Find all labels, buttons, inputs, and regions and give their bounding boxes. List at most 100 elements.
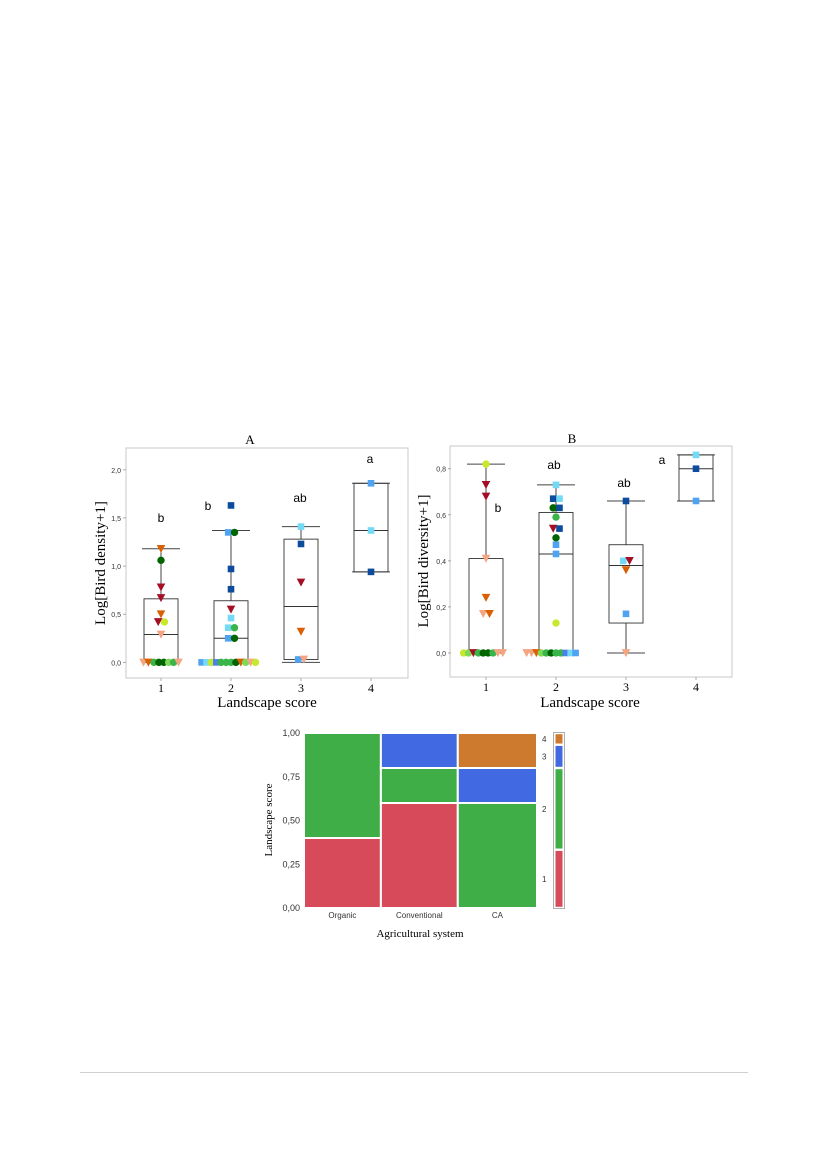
legend-segment-2: [555, 769, 563, 849]
data-point: [156, 610, 166, 619]
y-tick-label: 0,0: [436, 651, 446, 658]
x-tick-label: 3: [298, 681, 304, 695]
group-letter: b: [158, 511, 165, 525]
x-tick-label: 3: [623, 680, 629, 694]
y-tick-label: 0,25: [282, 859, 300, 869]
data-point: [692, 465, 700, 473]
legend-segment-4: [555, 734, 563, 744]
x-axis-ticks: Organic Conventional CA: [328, 911, 503, 920]
data-point: [174, 658, 183, 667]
y-tick-label: 0,50: [282, 816, 300, 826]
box-iqr: [538, 512, 574, 654]
box-iqr: [468, 558, 504, 654]
legend-label: 1: [542, 875, 547, 884]
data-point: [203, 659, 210, 666]
box-1: [142, 548, 180, 663]
legend-label: 4: [542, 735, 547, 744]
data-point: [157, 556, 165, 565]
y-tick-label: 0,6: [436, 513, 446, 520]
y-tick-label: 0,2: [436, 605, 446, 612]
box-iqr: [608, 544, 644, 624]
footer-divider: [80, 1072, 748, 1073]
x-axis-ticks: 1 2 3 4: [158, 678, 374, 695]
data-point: [227, 585, 235, 593]
y-axis-ticks: 0,0 0,2 0,4 0,6 0,8: [436, 467, 451, 658]
group-letter: b: [205, 499, 212, 513]
mosaic-cell-score-4: [456, 732, 538, 769]
data-point: [478, 610, 488, 619]
group-letter: a: [659, 453, 666, 467]
data-point: [498, 649, 508, 658]
mosaic-cell-score-1: [303, 837, 382, 909]
plot-frame: [449, 445, 733, 678]
data-point: [156, 630, 166, 639]
data-point: [230, 624, 239, 632]
box-iqr: [678, 454, 714, 502]
data-point: [556, 495, 563, 502]
group-letter: b: [495, 501, 502, 515]
data-point: [481, 554, 491, 563]
y-tick-label: 1,0: [111, 564, 121, 571]
group-letter: ab: [617, 476, 631, 490]
box-iqr: [143, 598, 179, 663]
y-tick-label: 0,5: [111, 612, 121, 619]
data-point: [621, 649, 631, 658]
chart-title: B: [568, 431, 577, 446]
data-point: [296, 627, 306, 636]
mosaic-cell-score-2: [303, 732, 382, 839]
data-point: [156, 594, 166, 603]
data-point: [621, 566, 631, 575]
data-point: [549, 495, 557, 502]
data-point: [619, 557, 627, 565]
legend-segment-1: [555, 850, 563, 907]
data-point: [625, 557, 634, 566]
y-tick-label: 0,75: [282, 772, 300, 782]
x-axis-ticks: 1 2 3 4: [483, 677, 699, 694]
data-point: [226, 605, 236, 614]
y-axis-label: Landscape score: [263, 783, 275, 856]
data-point: [153, 618, 163, 627]
data-point: [549, 504, 557, 512]
mosaic-cell-score-3: [379, 732, 459, 769]
box-iqr: [283, 538, 319, 660]
data-point: [224, 624, 232, 632]
data-point: [481, 593, 491, 602]
data-point: [294, 656, 302, 663]
data-point: [552, 619, 560, 627]
y-tick-label: 0,4: [436, 559, 446, 566]
x-tick-label: 1: [158, 681, 164, 695]
x-tick-label: Conventional: [396, 911, 443, 920]
mosaic-cells: [303, 732, 538, 909]
data-point: [160, 618, 169, 626]
data-point: [230, 634, 239, 643]
data-point: [552, 550, 560, 558]
group-letter: a: [367, 452, 374, 466]
data-point: [692, 497, 700, 505]
x-tick-label: 2: [228, 681, 234, 695]
data-point: [227, 502, 235, 509]
x-tick-label: 2: [553, 680, 559, 694]
data-point: [367, 479, 375, 487]
y-tick-label: 1,5: [111, 516, 121, 523]
legend-bar: 1 2 3 4: [542, 732, 565, 909]
x-tick-label: CA: [492, 911, 504, 920]
box-3: [607, 500, 645, 654]
data-point: [224, 635, 232, 642]
y-axis-label: Log[Bird density+1]: [93, 501, 109, 625]
data-point: [230, 528, 239, 537]
data-point: [296, 578, 306, 587]
point-series: [459, 451, 700, 658]
data-point: [556, 504, 563, 512]
mosaic-cell-score-1: [379, 802, 459, 909]
data-point: [572, 649, 579, 657]
data-point: [482, 460, 490, 468]
data-point: [567, 649, 574, 657]
y-axis-ticks: 0,00 0,25 0,50 0,75 1,00: [282, 728, 300, 913]
data-point: [251, 658, 260, 667]
data-point: [481, 481, 491, 490]
y-tick-label: 0,8: [436, 467, 446, 474]
y-axis-ticks: 0,0 0,5 1,0 1,5 2,0: [111, 468, 126, 667]
mosaic-cell-score-3: [456, 767, 538, 804]
data-point: [548, 524, 558, 533]
x-axis-label: Agricultural system: [376, 928, 464, 940]
